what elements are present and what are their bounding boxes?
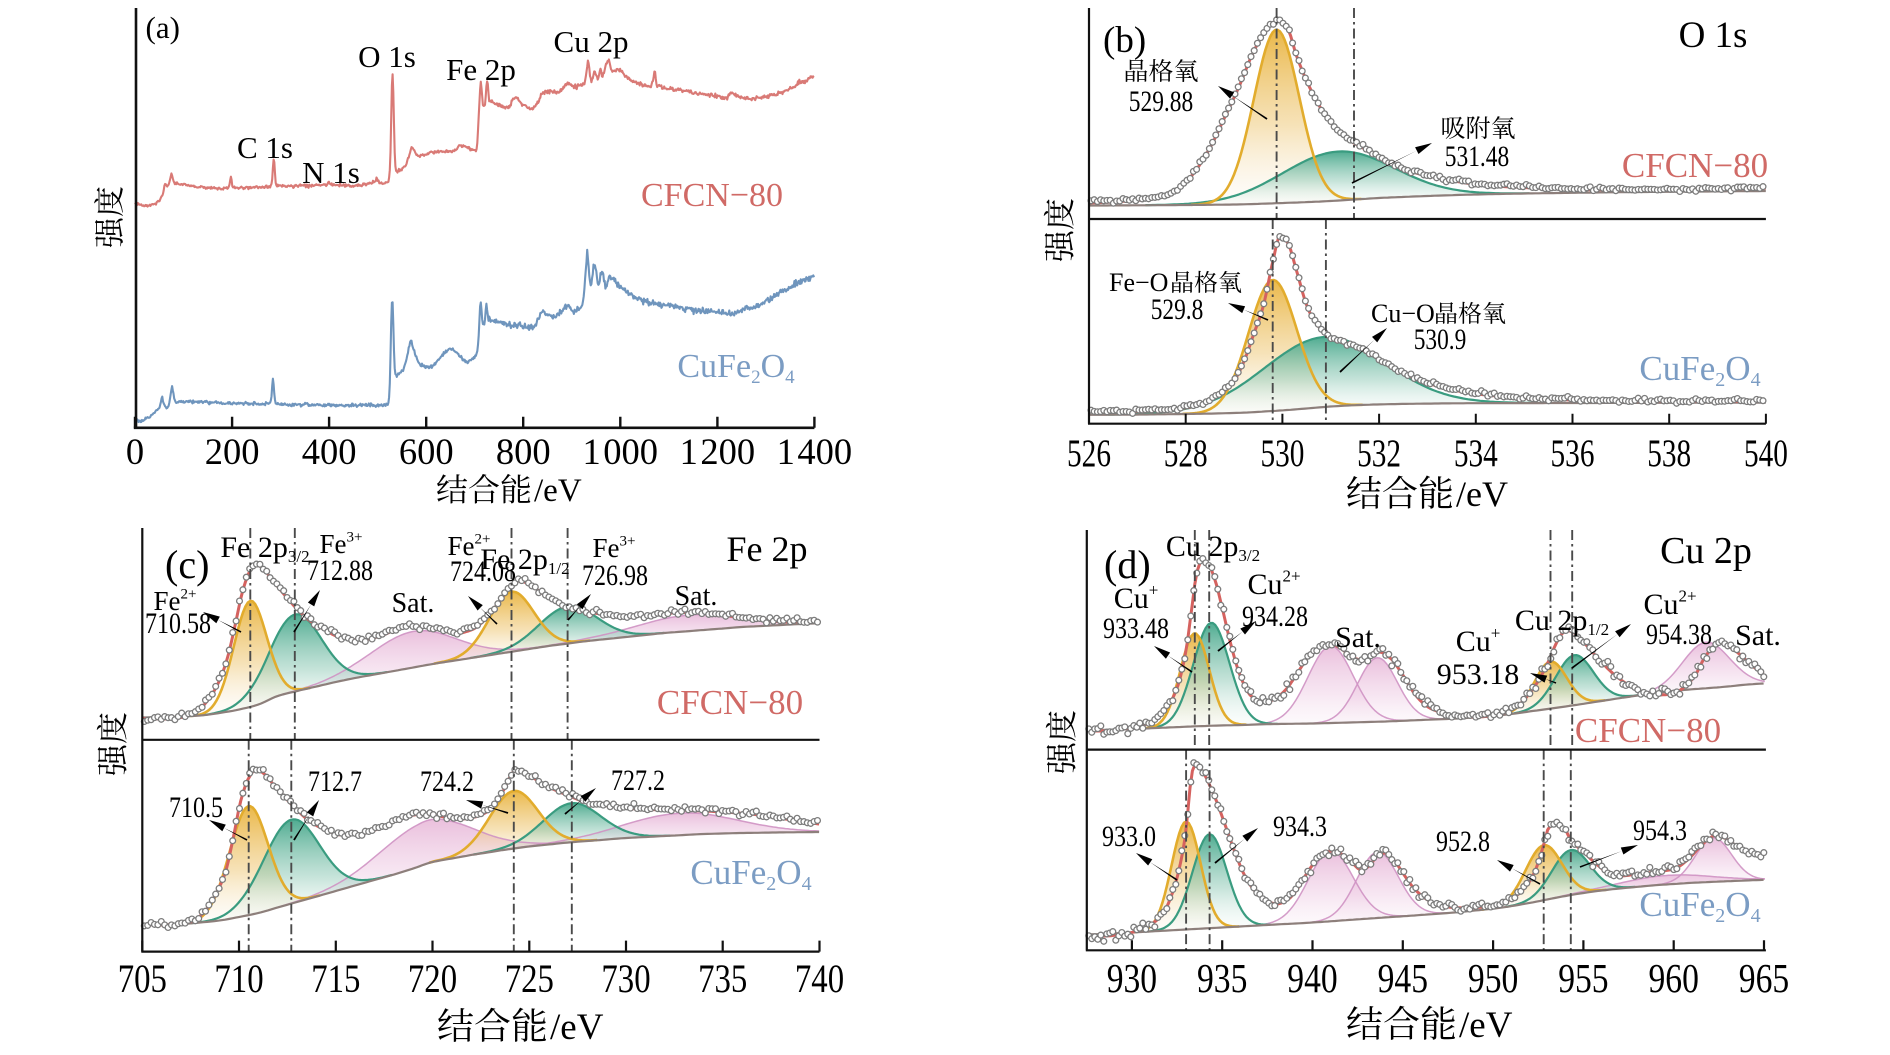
svg-text:724.08: 724.08 [450, 555, 516, 588]
svg-text:Fe−O: Fe−O [1109, 268, 1168, 297]
svg-text:800: 800 [496, 431, 551, 472]
svg-text:Fe 2p3/2: Fe 2p3/2 [220, 531, 309, 566]
svg-text:530.9: 530.9 [1414, 323, 1467, 356]
svg-text:720: 720 [408, 956, 457, 1001]
svg-text:934.28: 934.28 [1242, 600, 1308, 633]
svg-text:Fe 2p: Fe 2p [727, 529, 808, 569]
svg-text:532: 532 [1357, 432, 1401, 475]
svg-text:Cu 2p: Cu 2p [1660, 530, 1752, 572]
svg-text:Fe2+: Fe2+ [448, 531, 491, 561]
svg-text:/eV: /eV [1459, 1005, 1513, 1046]
svg-text:CuFe2O4: CuFe2O4 [690, 853, 811, 895]
svg-text:933.0: 933.0 [1102, 820, 1156, 853]
svg-text:Sat.: Sat. [1735, 619, 1781, 652]
svg-text:CuFe2O4: CuFe2O4 [1639, 349, 1760, 391]
svg-text:Fe2+: Fe2+ [154, 586, 197, 616]
svg-text:934.3: 934.3 [1273, 810, 1327, 843]
svg-text:O 1s: O 1s [1679, 15, 1748, 56]
svg-text:200: 200 [205, 431, 260, 472]
svg-text:712.7: 712.7 [308, 765, 362, 798]
svg-text:C 1s: C 1s [237, 130, 293, 165]
svg-text:CFCN−80: CFCN−80 [1575, 711, 1721, 750]
svg-text:1000: 1000 [583, 431, 659, 472]
svg-text:724.2: 724.2 [420, 765, 474, 798]
svg-text:Cu+: Cu+ [1456, 623, 1501, 658]
svg-text:526: 526 [1067, 432, 1111, 475]
svg-text:965: 965 [1739, 955, 1789, 1001]
svg-text:726.98: 726.98 [582, 559, 648, 592]
svg-text:950: 950 [1468, 955, 1518, 1001]
svg-text:955: 955 [1558, 955, 1608, 1001]
svg-text:Cu2+: Cu2+ [1247, 566, 1300, 601]
svg-text:Sat.: Sat. [392, 588, 435, 619]
svg-text:530: 530 [1260, 432, 1304, 475]
svg-text:Fe3+: Fe3+ [320, 529, 363, 559]
svg-text:0: 0 [126, 431, 144, 472]
svg-text:725: 725 [505, 956, 554, 1001]
svg-text:960: 960 [1649, 955, 1699, 1001]
svg-text:CuFe2O4: CuFe2O4 [677, 348, 795, 388]
svg-text:710.58: 710.58 [145, 607, 211, 640]
svg-text:930: 930 [1107, 955, 1157, 1001]
svg-text:540: 540 [1744, 432, 1788, 475]
svg-text:CFCN−80: CFCN−80 [1622, 146, 1768, 185]
svg-text:Cu−O: Cu−O [1371, 299, 1435, 328]
svg-text:1200: 1200 [680, 431, 756, 472]
svg-text:Sat.: Sat. [1335, 621, 1381, 654]
svg-text:528: 528 [1164, 432, 1208, 475]
svg-text:740: 740 [795, 956, 844, 1001]
svg-text:954.3: 954.3 [1633, 814, 1687, 847]
svg-text:/eV: /eV [550, 1007, 604, 1048]
svg-text:534: 534 [1454, 432, 1498, 475]
svg-text:O 1s: O 1s [358, 39, 416, 74]
svg-text:536: 536 [1551, 432, 1595, 475]
svg-text:400: 400 [302, 431, 357, 472]
svg-text:Cu+: Cu+ [1114, 580, 1159, 615]
svg-text:715: 715 [311, 956, 360, 1001]
svg-text:712.88: 712.88 [307, 554, 373, 587]
svg-text:Fe 2p: Fe 2p [446, 52, 516, 87]
svg-text:Fe3+: Fe3+ [593, 533, 636, 563]
svg-text:(b): (b) [1103, 20, 1146, 61]
svg-text:531.48: 531.48 [1445, 140, 1509, 173]
svg-text:(a): (a) [146, 10, 180, 45]
svg-text:(c): (c) [165, 542, 209, 587]
svg-text:952.8: 952.8 [1436, 825, 1490, 858]
svg-text:935: 935 [1197, 955, 1247, 1001]
svg-text:730: 730 [601, 956, 650, 1001]
svg-text:735: 735 [698, 956, 747, 1001]
svg-text:600: 600 [399, 431, 454, 472]
svg-text:727.2: 727.2 [611, 764, 665, 797]
svg-text:Fe 2p1/2: Fe 2p1/2 [480, 543, 569, 578]
svg-text:538: 538 [1647, 432, 1691, 475]
svg-text:940: 940 [1287, 955, 1337, 1001]
svg-text:/eV: /eV [1456, 474, 1508, 514]
svg-text:1400: 1400 [777, 431, 853, 472]
svg-text:N 1s: N 1s [302, 155, 360, 190]
svg-text:(d): (d) [1104, 542, 1151, 587]
svg-text:CuFe2O4: CuFe2O4 [1639, 885, 1760, 927]
svg-text:529.8: 529.8 [1151, 293, 1204, 326]
svg-text:Cu 2p1/2: Cu 2p1/2 [1515, 604, 1609, 639]
svg-text:529.88: 529.88 [1129, 85, 1193, 118]
svg-text:945: 945 [1378, 955, 1428, 1001]
svg-text:710: 710 [214, 956, 263, 1001]
svg-text:Sat.: Sat. [675, 581, 718, 612]
svg-text:933.48: 933.48 [1103, 612, 1169, 645]
svg-text:953.18: 953.18 [1437, 658, 1520, 691]
svg-text:/eV: /eV [534, 473, 582, 509]
svg-text:CFCN−80: CFCN−80 [641, 177, 783, 214]
svg-text:Cu 2p: Cu 2p [554, 24, 629, 59]
svg-text:705: 705 [118, 956, 167, 1001]
svg-text:954.38: 954.38 [1646, 618, 1712, 651]
svg-text:CFCN−80: CFCN−80 [657, 683, 803, 722]
svg-text:Cu2+: Cu2+ [1643, 586, 1696, 621]
svg-text:Cu 2p3/2: Cu 2p3/2 [1166, 530, 1260, 565]
svg-text:710.5: 710.5 [169, 791, 223, 824]
